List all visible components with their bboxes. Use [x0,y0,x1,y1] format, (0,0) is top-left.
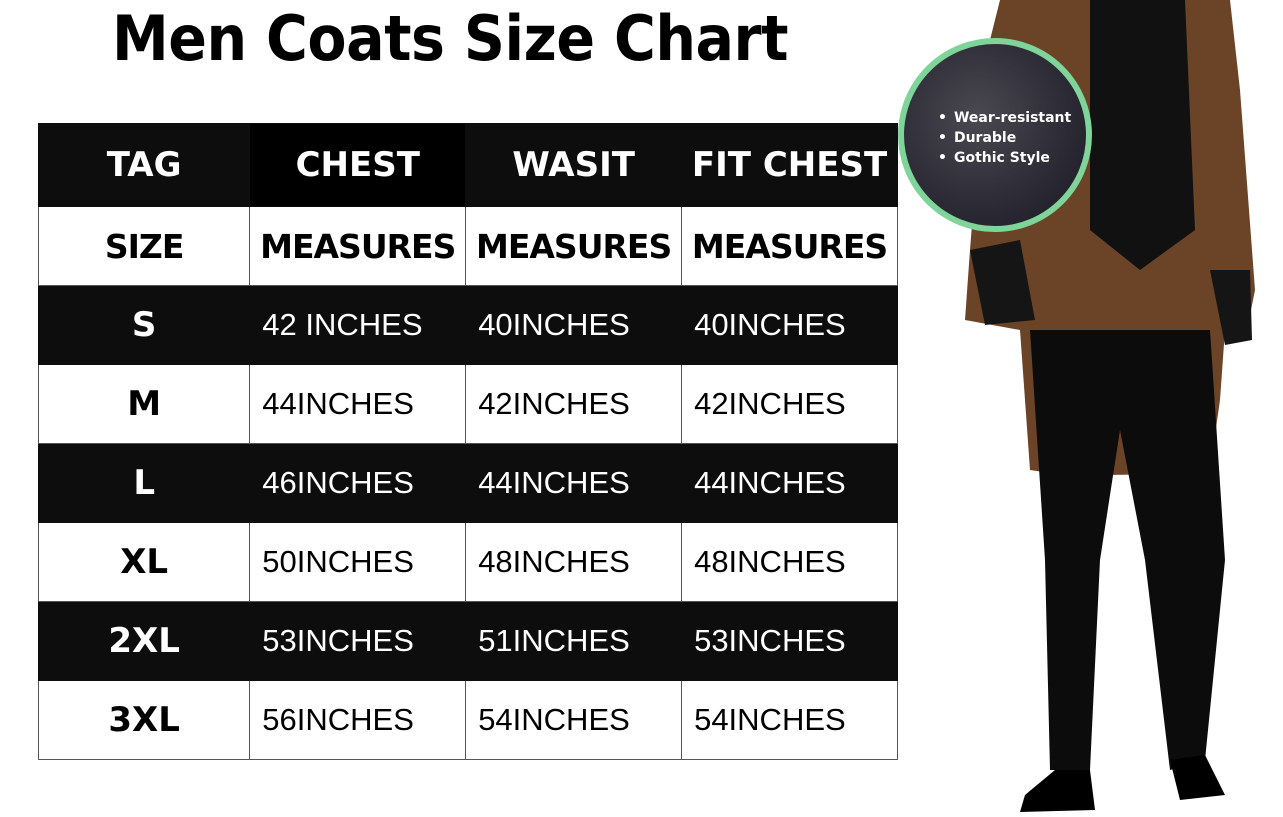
measure-cell: 40INCHES [465,285,683,365]
feature-item: Durable [938,128,1071,148]
size-cell: TAG [37,123,251,207]
measure-cell: MEASURES [681,206,898,286]
measure-cell: 53INCHES [681,601,898,681]
measure-cell: 54INCHES [465,680,683,760]
size-cell: S [37,285,251,365]
feature-badge: Wear-resistantDurableGothic Style [898,38,1092,232]
size-cell: SIZE [37,206,251,286]
feature-list: Wear-resistantDurableGothic Style [938,108,1071,168]
size-cell: XL [37,522,251,602]
measure-cell: 46INCHES [249,443,467,523]
measure-cell: MEASURES [249,206,467,286]
feature-item: Wear-resistant [938,108,1071,128]
measure-cell: FIT CHEST [681,123,898,207]
table-row: 2XL 53INCHES 51INCHES 53INCHES [37,601,898,681]
measure-cell: 51INCHES [465,601,683,681]
measure-cell: 56INCHES [249,680,467,760]
measure-cell: 44INCHES [681,443,898,523]
table-row: S 42 INCHES 40INCHES 40INCHES [37,285,898,365]
measure-cell: 54INCHES [681,680,898,760]
measure-cell: 40INCHES [681,285,898,365]
subheader-row: SIZE MEASURES MEASURES MEASURES [37,206,898,286]
size-cell: 2XL [37,601,251,681]
measure-cell: 44INCHES [465,443,683,523]
header-row: TAG CHEST WASIT FIT CHEST [37,123,898,207]
size-cell: L [37,443,251,523]
table-row: M 44INCHES 42INCHES 42INCHES [37,364,898,444]
measure-cell: 53INCHES [249,601,467,681]
table-row: 3XL 56INCHES 54INCHES 54INCHES [37,680,898,760]
measure-cell: 42INCHES [681,364,898,444]
table-row: XL 50INCHES 48INCHES 48INCHES [37,522,898,602]
measure-cell: 44INCHES [249,364,467,444]
measure-cell: MEASURES [465,206,683,286]
measure-cell: 48INCHES [681,522,898,602]
size-chart-table: TAG CHEST WASIT FIT CHEST SIZE MEASURES MEASUR… [37,123,898,760]
measure-cell: CHEST [249,123,467,207]
size-cell: M [37,364,251,444]
measure-cell: 50INCHES [249,522,467,602]
table-row: L 46INCHES 44INCHES 44INCHES [37,443,898,523]
page-title: Men Coats Size Chart [111,2,789,75]
size-cell: 3XL [37,680,251,760]
measure-cell: 42INCHES [465,364,683,444]
feature-item: Gothic Style [938,148,1071,168]
measure-cell: WASIT [465,123,683,207]
measure-cell: 48INCHES [465,522,683,602]
measure-cell: 42 INCHES [249,285,467,365]
